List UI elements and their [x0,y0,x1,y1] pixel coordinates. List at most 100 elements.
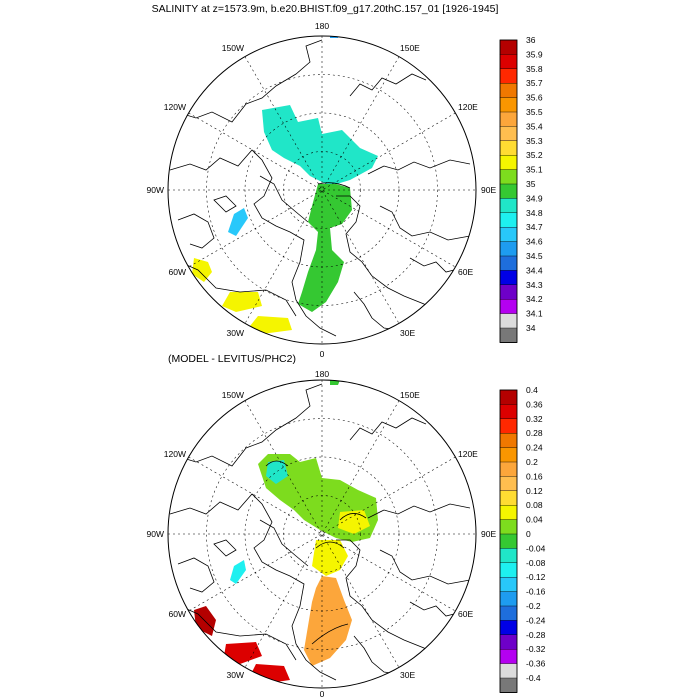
salinity-colorbar-swatch [499,241,518,257]
lon-label-60w: 60W [169,267,186,277]
difference-colorbar-swatch [499,505,518,521]
colorbar-salinity: 36 35.9 35.8 35.7 35.6 35.5 35.4 35.3 35.2 35.1 35… [499,35,543,343]
salinity-colorbar-swatch [499,327,518,343]
salinity-colorbar-swatch [499,270,518,286]
salinity-colorbar-swatch [499,140,518,156]
salinity-colorbar-tick-label: 36 [526,35,536,45]
salinity-colorbar-swatch [499,313,518,329]
difference-colorbar-tick-label: -0.36 [526,659,546,669]
difference-colorbar-swatch [499,447,518,463]
difference-colorbar-swatch [499,476,518,492]
difference-colorbar-swatch [499,490,518,506]
difference-colorbar-swatch [499,577,518,593]
lon-label-30e: 30E [400,328,415,338]
difference-map [167,379,477,689]
salinity-colorbar-swatch [499,82,518,99]
salinity-colorbar-frame [499,39,518,343]
difference-colorbar-frame [499,389,518,693]
salinity-colorbar-tick-label: 35 [526,179,536,189]
difference-colorbar-swatch [499,533,518,549]
salinity-region-labrador [192,258,212,282]
lon-label-120w: 120W [164,449,186,459]
difference-colorbar-swatch [499,634,518,650]
diff-region-fram-yellow [312,540,348,576]
difference-colorbar-tick-label: 0.12 [526,486,543,496]
diff-region-norway-red [250,664,290,684]
graticule-bottom [168,380,476,688]
map-boundary-bottom [167,379,477,689]
difference-colorbar-tick-label: -0.28 [526,630,546,640]
difference-colorbar-swatch [499,677,518,693]
difference-colorbar-tick-label: 0.08 [526,500,543,510]
salinity-colorbar-tick-label: 34.5 [526,251,543,261]
difference-colorbar-swatch [499,519,518,535]
salinity-map [167,35,477,345]
salinity-colorbar-tick-label: 34 [526,323,536,333]
lon-label-180: 180 [315,21,329,31]
salinity-colorbar-swatch [499,183,518,199]
difference-colorbar-tick-label: 0.4 [526,385,538,395]
salinity-colorbar-tick-label: 34.2 [526,294,543,304]
difference-colorbar-tick-label: 0.36 [526,399,543,409]
salinity-colorbar-swatch [499,284,518,300]
difference-colorbar-swatch [499,418,518,434]
salinity-colorbar-swatch [499,54,518,70]
longitude-labels-bottom: 180 0 90W 90E 150W 150E 120W 120E 60W 60… [147,369,497,699]
lon-label-0: 0 [320,689,325,699]
salinity-colorbar-tick-label: 34.4 [526,265,543,275]
lon-label-150e: 150E [400,43,420,53]
salinity-colorbar-tick-label: 35.3 [526,136,543,146]
difference-colorbar-tick-label: -0.04 [526,543,546,553]
salinity-region-iceland-a [222,292,262,312]
salinity-colorbar-tick-label: 35.7 [526,78,543,88]
diff-region-iceland-red [224,642,262,664]
diff-contours [265,460,367,645]
salinity-region-high-arctic [262,105,378,186]
colorbar-difference: 0.4 0.36 0.32 0.28 0.24 0.2 0.16 0.12 0.08 0.04 0 -… [499,385,546,693]
difference-colorbar-swatch [499,461,518,477]
difference-colorbar-tick-label: -0.24 [526,615,546,625]
salinity-colorbar-tick-label: 34.6 [526,237,543,247]
difference-colorbar-tick-label: -0.08 [526,558,546,568]
difference-title: (MODEL - LEVITUS/PHC2) [168,353,296,365]
salinity-colorbar-tick-label: 34.8 [526,208,543,218]
lon-label-120e: 120E [458,449,478,459]
lon-label-30e: 30E [400,670,415,680]
lon-label-120e: 120E [458,102,478,112]
difference-colorbar-swatch [499,620,518,636]
lon-label-90e: 90E [481,529,496,539]
lon-label-120w: 120W [164,102,186,112]
lon-label-30w: 30W [227,670,244,680]
difference-colorbar-tick-label: -0.32 [526,644,546,654]
salinity-colorbar-swatch [499,299,518,315]
difference-colorbar-swatch [499,548,518,564]
difference-colorbar-tick-label: -0.12 [526,572,546,582]
lon-label-30w: 30W [227,328,244,338]
salinity-colorbar-tick-label: 35.5 [526,107,543,117]
salinity-colorbar-swatch [499,97,518,113]
lon-label-150w: 150W [222,390,244,400]
lon-label-90w: 90W [147,529,164,539]
difference-colorbar-swatch [499,649,518,665]
difference-colorbar-tick-label: 0.32 [526,414,543,424]
salinity-colorbar-swatch [499,169,518,185]
salinity-colorbar-tick-label: 35.4 [526,121,543,131]
difference-colorbar-swatch [499,389,518,405]
difference-colorbar-tick-label: 0.24 [526,443,543,453]
lon-label-60e: 60E [458,609,473,619]
difference-colorbar-tick-label: 0.04 [526,515,543,525]
lon-label-60e: 60E [458,267,473,277]
coastlines-bottom [169,383,471,681]
salinity-colorbar-swatch [499,226,518,243]
salinity-colorbar-tick-label: 34.3 [526,280,543,290]
diff-region-baffin-cyan [230,560,246,584]
difference-colorbar-tick-label: -0.2 [526,601,541,611]
salinity-region-iceland-b [250,316,292,334]
salinity-colorbar-tick-label: 34.7 [526,222,543,232]
lon-label-90w: 90W [147,185,164,195]
salinity-colorbar-swatch [499,39,518,55]
difference-colorbar-tick-label: 0 [526,529,531,539]
difference-colorbar-swatch [499,605,518,621]
salinity-colorbar-tick-label: 34.9 [526,193,543,203]
